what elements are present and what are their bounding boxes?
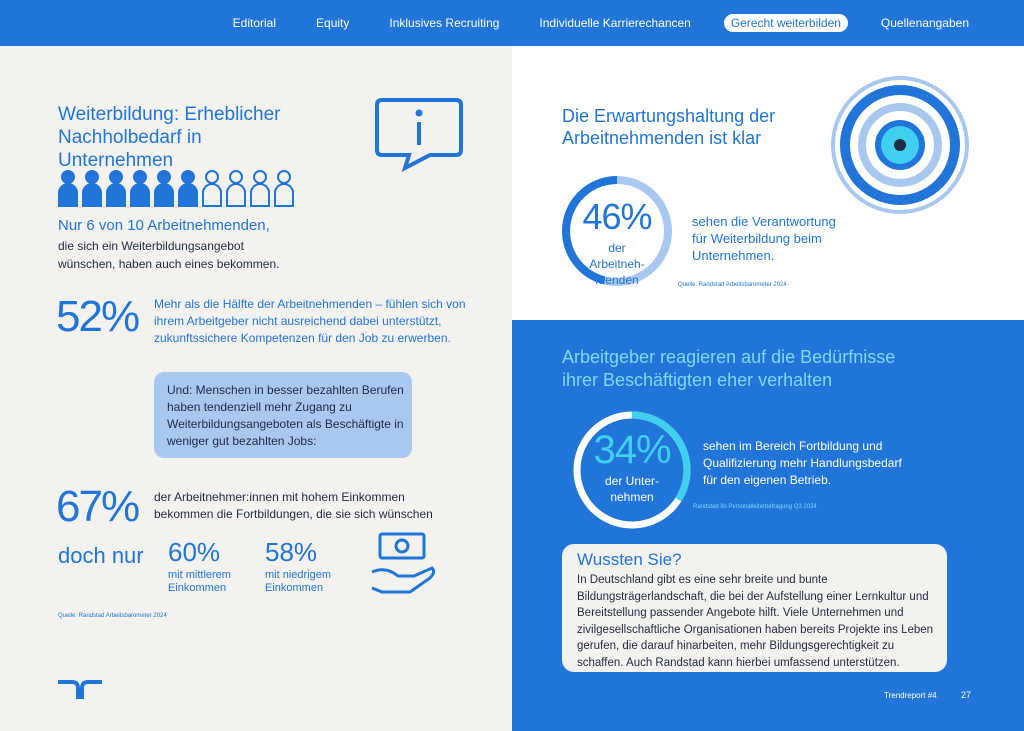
page-number: 27 [961,690,972,700]
stat-figure: 67% [56,482,140,531]
money-icon [371,532,436,594]
stat-text: der Arbeitnehmer:innen mit hohem Einkomm… [154,490,433,521]
people-icons [58,170,294,207]
box-text: In Deutschland gibt es eine sehr breite … [577,574,934,669]
stat-figure: 58% [265,537,318,567]
info-icon [375,98,463,172]
source: Quelle: Randstad Arbeitsbarometer 2024 [678,282,787,288]
title: Weiterbildung: Erheblicher Nachholbedarf… [58,104,281,171]
lead: Nur 6 von 10 Arbeitnehmenden, [58,217,270,234]
stat-text: mit mittlerem Einkommen [168,569,231,594]
lead-text: die sich ein Weiterbildungsangebot wünsc… [58,239,280,271]
logo [58,680,102,699]
stat-text: Mehr als die Hälfte der Arbeitnehmenden … [154,297,466,345]
nav-item[interactable]: Editorial [232,16,277,30]
ring-caption: der Arbeitneh-menden [589,241,645,287]
callout-box [154,372,412,458]
source: Randstad ifo Personalleiterbefragung Q3 … [693,504,817,510]
nav: Editorial Equity Inklusives Recruiting I… [0,0,1024,46]
target-icon [831,76,969,214]
source: Quelle: Randstad Arbeitsbarometer 2024 [58,613,167,619]
nav-item[interactable]: Quellenangaben [880,16,969,30]
nav-item[interactable]: Individuelle Karrierechancen [539,16,691,30]
nav-item[interactable]: Equity [316,16,350,30]
title: Die Erwartungshaltung der Arbeitnehmende… [562,106,776,148]
title: Arbeitgeber reagieren auf die Bedürfniss… [562,347,896,390]
footer-label: Trendreport #4 [884,691,937,700]
fact-box [562,544,947,672]
ring-caption: der Unter-nehmen [604,474,660,504]
contrast: doch nur [58,543,144,568]
ring-label: 46% [582,196,652,237]
ring-label: 34% [593,428,671,472]
ring-text: sehen im Bereich Fortbildung und Qualifi… [703,439,902,487]
nav-item[interactable]: Inklusives Recruiting [389,16,500,30]
stat-figure: 60% [168,537,221,567]
ring-text: sehen die Verantwortung für Weiterbildun… [692,214,836,263]
stat-text: mit niedrigem Einkommen [265,569,332,594]
stat-figure: 52% [56,292,140,341]
nav-bar [0,0,1024,46]
callout-text: Und: Menschen in besser bezahlten Berufe… [167,383,404,448]
ring-arc [562,176,672,286]
ring-arc [573,411,691,529]
nav-item[interactable]: Gerecht weiterbilden [723,14,848,32]
box-title: Wussten Sie? [577,550,682,569]
